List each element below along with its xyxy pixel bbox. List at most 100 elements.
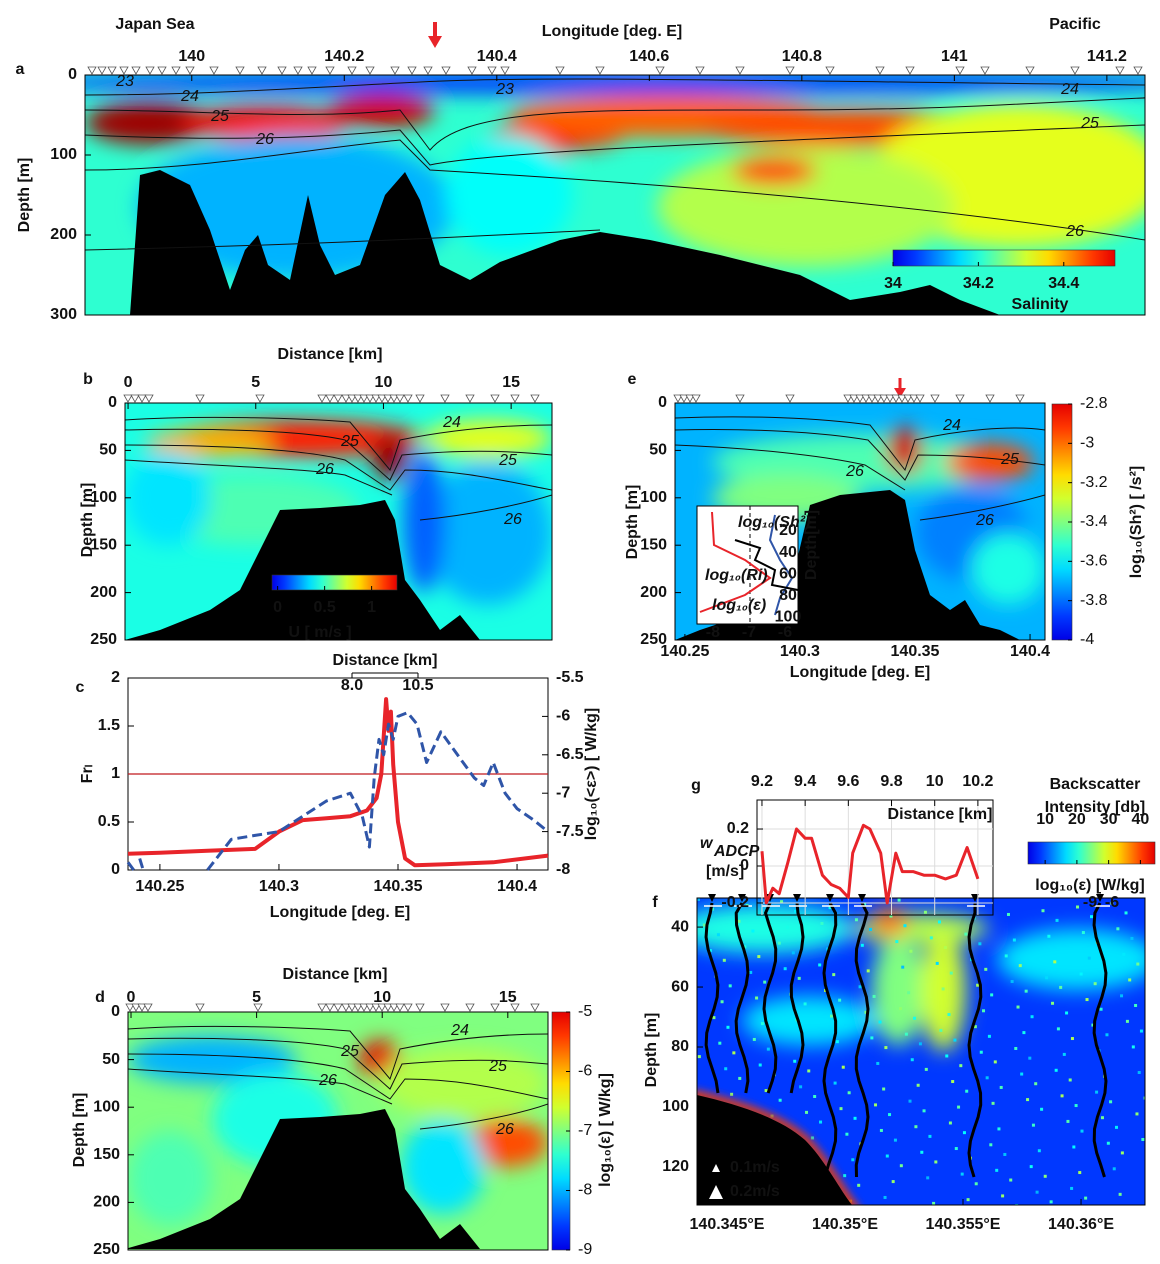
speckle-dot bbox=[794, 909, 798, 913]
y-tick-label: 1 bbox=[111, 765, 120, 782]
y-tick-label: 0 bbox=[658, 394, 667, 411]
station bbox=[510, 394, 520, 403]
x-tick-label: 140.36°E bbox=[1048, 1216, 1114, 1233]
inset-label: log₁₀(ε) bbox=[712, 597, 766, 614]
contour-label: 23 bbox=[495, 81, 514, 98]
speckle-dot bbox=[878, 1020, 882, 1024]
panel-label: a bbox=[16, 61, 25, 78]
contour-label: 24 bbox=[442, 414, 461, 431]
speckle-dot bbox=[1078, 1171, 1082, 1175]
speckle-dot bbox=[1006, 912, 1010, 916]
y-tick-label: 100 bbox=[93, 1098, 120, 1115]
speckle-dot bbox=[918, 1042, 922, 1046]
station bbox=[359, 1003, 369, 1012]
x-tick-label: 9.4 bbox=[794, 773, 816, 790]
speckle-dot bbox=[1118, 1192, 1122, 1196]
speckle-dot bbox=[797, 976, 801, 980]
station bbox=[930, 394, 940, 403]
station bbox=[1133, 66, 1143, 75]
speckle-dot bbox=[1120, 1151, 1124, 1155]
speckle-dot bbox=[888, 1113, 892, 1117]
speckle-dot bbox=[1099, 1007, 1103, 1011]
station bbox=[257, 66, 267, 75]
speckle-dot bbox=[920, 1150, 924, 1154]
contour-label: 24 bbox=[180, 88, 199, 105]
speckle-dot bbox=[928, 1134, 932, 1138]
speckle-dot bbox=[1085, 998, 1089, 1002]
station bbox=[685, 394, 695, 403]
station bbox=[157, 66, 167, 75]
station bbox=[347, 1003, 357, 1012]
x-tick-label: 5 bbox=[252, 989, 261, 1006]
field-blob bbox=[997, 928, 1145, 991]
y-axis-label-unit: [m/s] bbox=[706, 863, 744, 880]
colorbar-tick-label: -8 bbox=[578, 1182, 592, 1199]
speckle-dot bbox=[957, 1105, 961, 1109]
station bbox=[415, 394, 425, 403]
speckle-dot bbox=[948, 1121, 952, 1125]
speckle-dot bbox=[901, 965, 905, 969]
speckle-dot bbox=[1010, 979, 1014, 983]
speckle-dot bbox=[793, 1059, 797, 1063]
contour bbox=[85, 78, 1145, 96]
speckle-dot bbox=[839, 1107, 843, 1111]
station bbox=[403, 394, 413, 403]
contour bbox=[85, 124, 1145, 166]
colorbar-tick-label: 30 bbox=[1100, 811, 1118, 828]
speckle-dot bbox=[1120, 994, 1124, 998]
station bbox=[691, 394, 701, 403]
field-blob bbox=[945, 443, 1034, 482]
speckle-dot bbox=[1034, 1082, 1038, 1086]
station bbox=[855, 394, 865, 403]
speckle-dot bbox=[1020, 1072, 1024, 1076]
y2-tick-label: -5.5 bbox=[556, 669, 584, 686]
speckle-dot bbox=[1060, 1094, 1064, 1098]
bathymetry bbox=[130, 170, 1000, 315]
speckle-dot bbox=[1018, 964, 1022, 968]
speckle-dot bbox=[964, 932, 968, 936]
speckle-dot bbox=[1037, 1149, 1041, 1153]
station bbox=[137, 394, 147, 403]
station bbox=[341, 394, 351, 403]
field-blob bbox=[85, 75, 1145, 95]
speckle-dot bbox=[1131, 1045, 1135, 1049]
field bbox=[125, 403, 552, 640]
speckle-dot bbox=[760, 1022, 764, 1026]
speckle-dot bbox=[819, 1120, 823, 1124]
speckle-dot bbox=[860, 943, 864, 947]
speckle-dot bbox=[866, 969, 870, 973]
contour bbox=[125, 428, 552, 481]
speckle-dot bbox=[1054, 1068, 1058, 1072]
contour bbox=[128, 1053, 548, 1100]
station bbox=[253, 1003, 263, 1012]
station bbox=[1015, 394, 1025, 403]
contour bbox=[125, 459, 393, 496]
station bbox=[885, 394, 895, 403]
speckle-dot bbox=[853, 1116, 857, 1120]
speckle-dot bbox=[757, 955, 761, 959]
station bbox=[137, 1003, 147, 1012]
station bbox=[530, 1003, 540, 1012]
inset-axis-label: Distance [km] bbox=[333, 652, 438, 669]
colorbar-tick-label: -3 bbox=[1080, 435, 1094, 452]
field-blob bbox=[871, 934, 926, 1046]
speckle-dot bbox=[1079, 972, 1083, 976]
speckle-dot bbox=[1028, 1056, 1032, 1060]
speckle-dot bbox=[1065, 1011, 1069, 1015]
speckle-dot bbox=[1059, 985, 1063, 989]
station bbox=[353, 394, 363, 403]
bathymetry bbox=[697, 1095, 852, 1205]
station bbox=[371, 394, 381, 403]
speckle-dot bbox=[884, 1046, 888, 1050]
y-tick-label: 100 bbox=[640, 489, 667, 506]
colorbar bbox=[892, 249, 1116, 267]
speckle-dot bbox=[1105, 1033, 1109, 1037]
y-axis-label: Frₗ bbox=[79, 764, 96, 783]
station bbox=[317, 394, 327, 403]
speckle-dot bbox=[730, 1092, 734, 1096]
speckle-dot bbox=[903, 924, 907, 928]
speckle-dot bbox=[943, 946, 947, 950]
inset-sh2 bbox=[768, 514, 794, 616]
y-tick-label: 200 bbox=[90, 584, 117, 601]
